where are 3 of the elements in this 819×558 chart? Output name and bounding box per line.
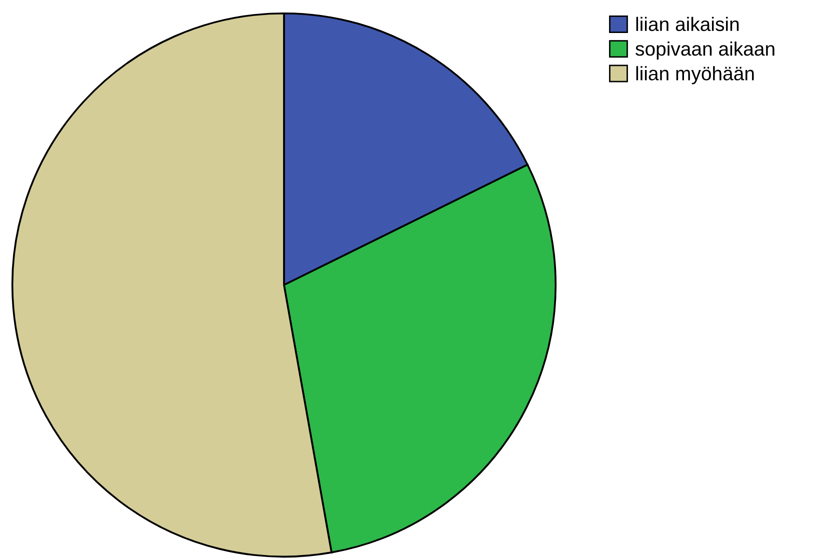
legend-label: liian aikaisin <box>636 16 739 32</box>
legend-label: sopivaan aikaan <box>636 41 774 60</box>
legend-label: liian myöhään <box>636 66 754 84</box>
